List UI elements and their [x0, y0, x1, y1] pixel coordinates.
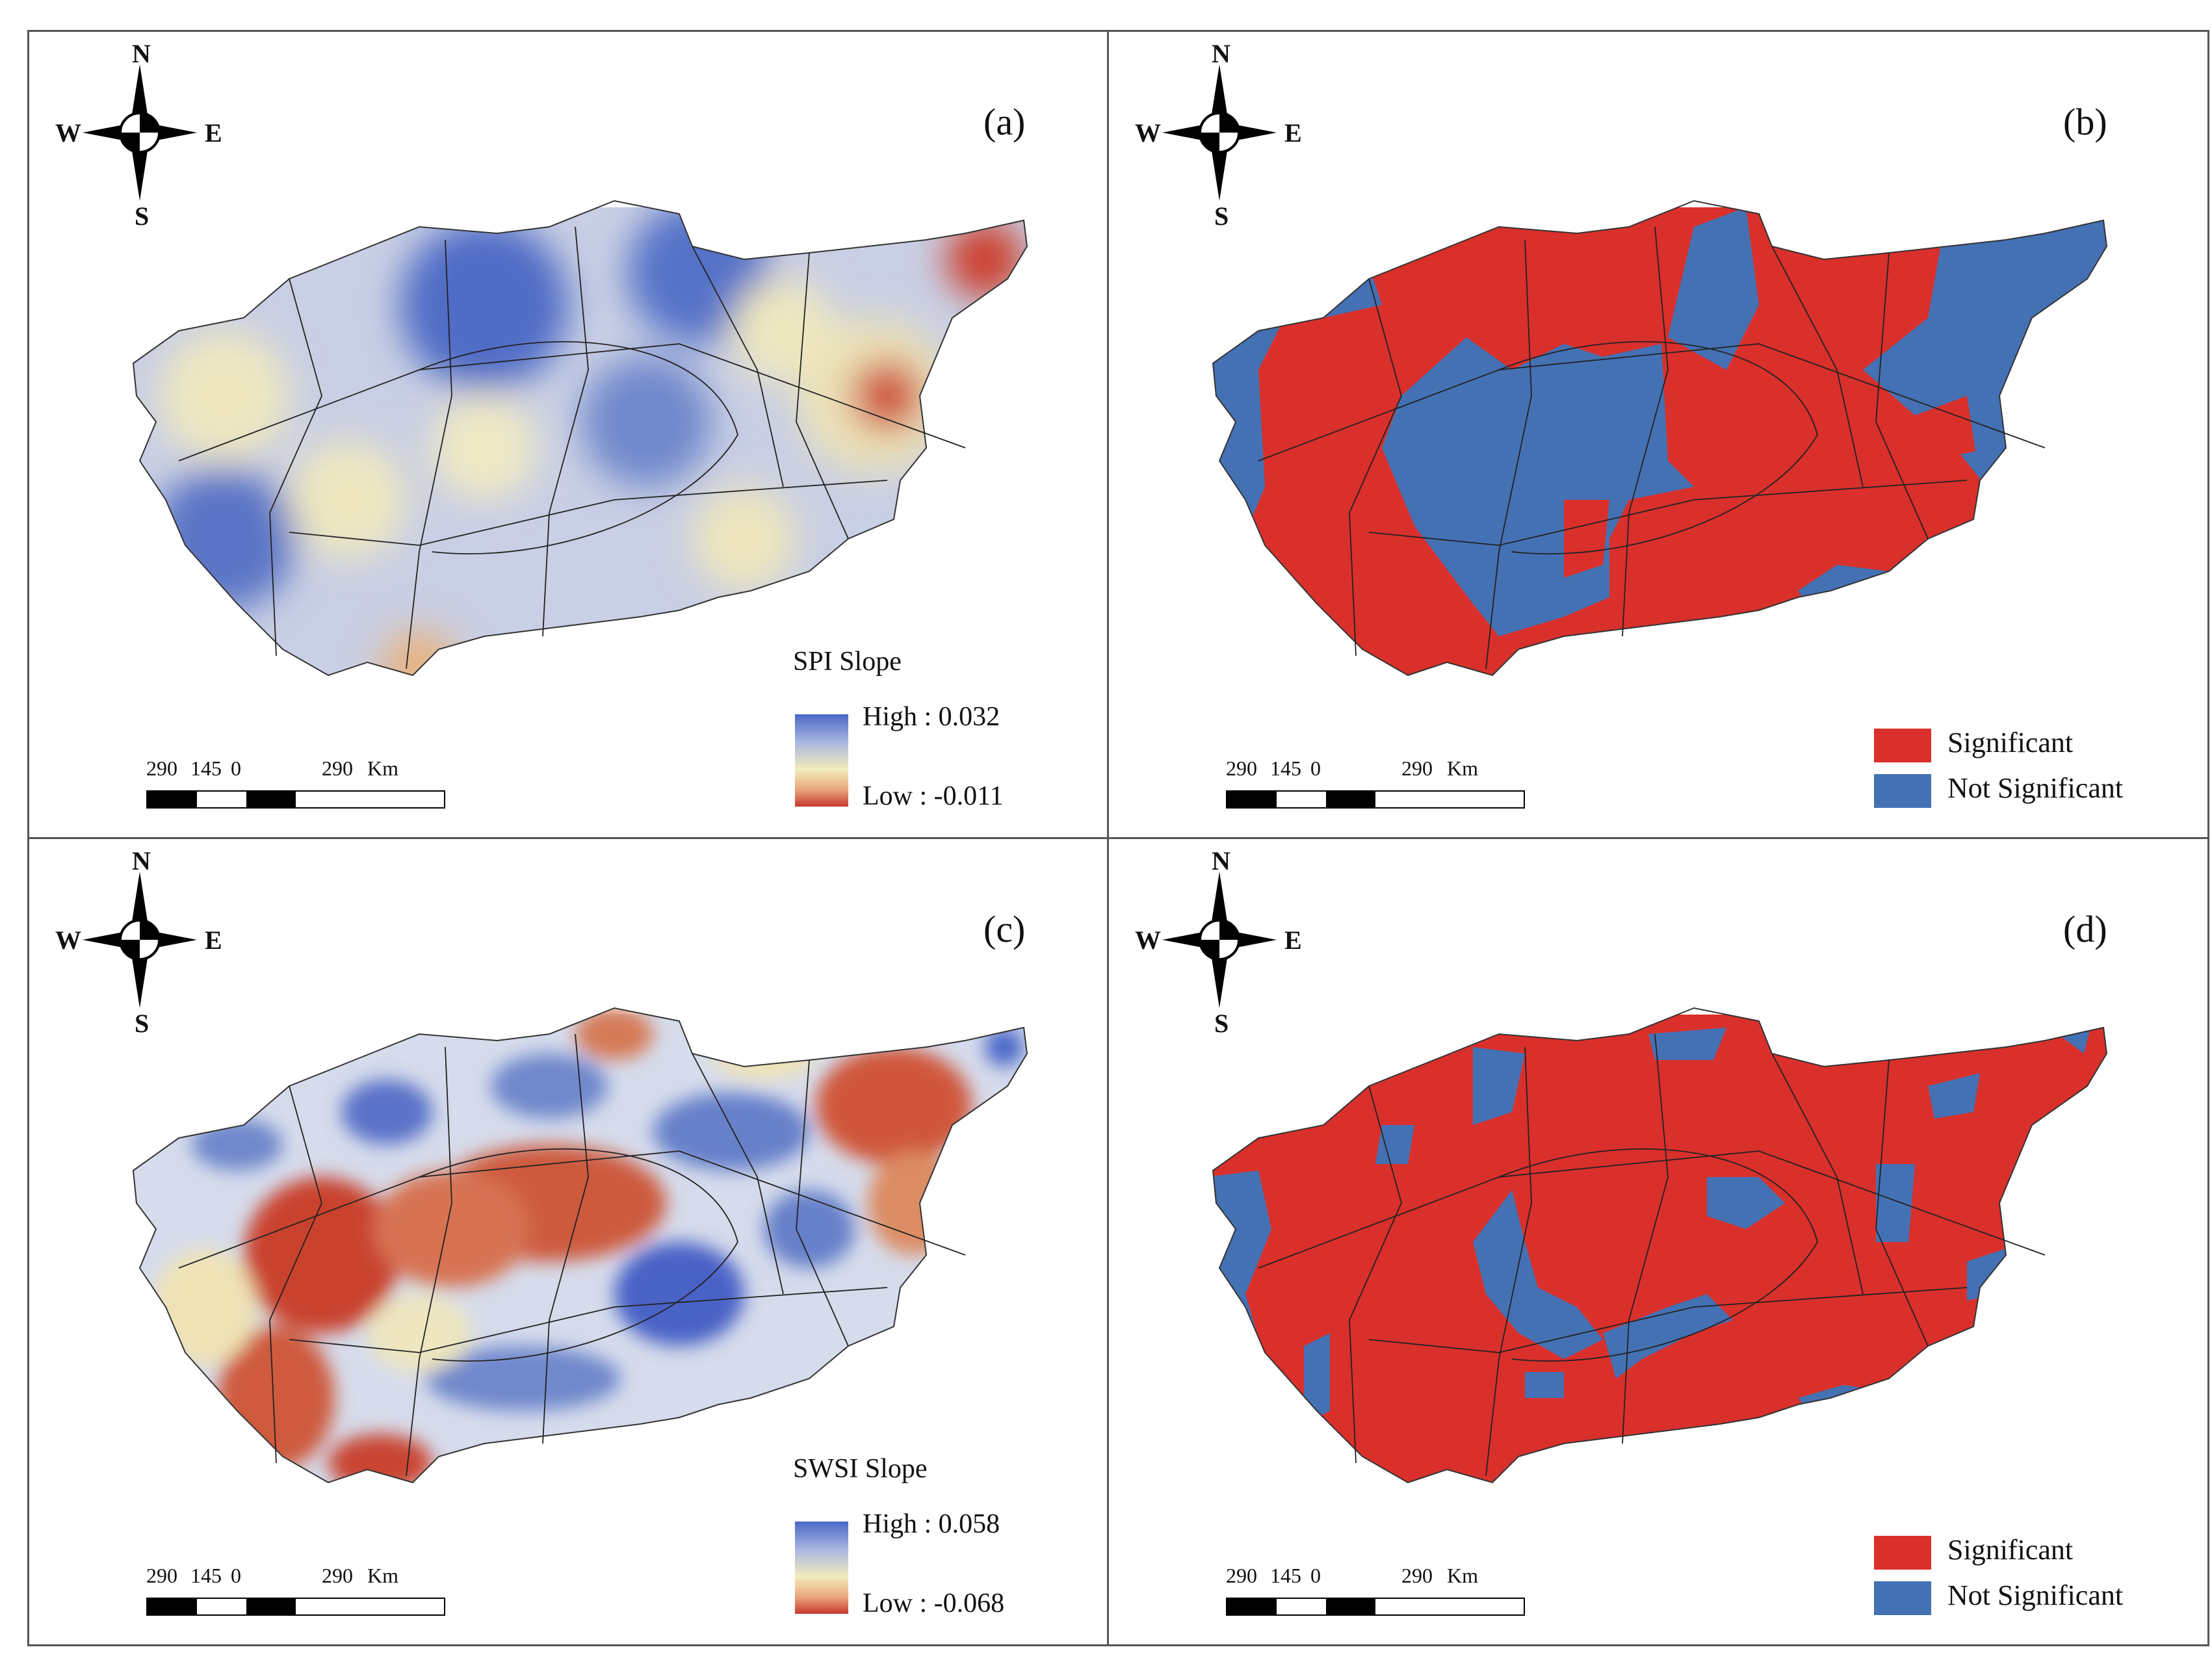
scale-tick: 0 [1310, 1564, 1321, 1587]
compass-rose-icon [83, 64, 197, 201]
compass-e: E [1284, 926, 1302, 955]
scale-unit: Km [1447, 757, 1478, 780]
legend-significant-label: Significant [1947, 1534, 2074, 1566]
scale-unit: Km [1447, 1564, 1478, 1587]
scale-tick: 290 [1401, 1564, 1433, 1587]
compass-rose-icon [1162, 872, 1277, 1008]
scale-unit: Km [367, 1564, 398, 1587]
legend-title: SPI Slope [793, 647, 902, 677]
north-arrow-compass: N S W E [1135, 38, 1304, 231]
legend-low-label: Low : -0.068 [863, 1588, 1005, 1618]
swsi-significance-map [1212, 1007, 2107, 1483]
swsi-slope-map [133, 1007, 1028, 1483]
compass-n: N [1212, 39, 1230, 68]
compass-e: E [1284, 118, 1302, 148]
legend-not-significant-label: Not Significant [1947, 772, 2124, 804]
scale-tick: 0 [231, 757, 241, 780]
panel-label: (d) [2063, 908, 2107, 950]
scale-tick: 290 [1226, 1564, 1257, 1587]
legend-title: SWSI Slope [793, 1454, 928, 1484]
panel-label: (b) [2063, 101, 2107, 143]
north-arrow-compass: N S W E [55, 38, 224, 231]
compass-s: S [1214, 201, 1229, 231]
compass-n: N [132, 846, 151, 875]
compass-e: E [205, 926, 222, 955]
scale-tick: 290 [1226, 757, 1257, 780]
scale-bar-graphic [1226, 1598, 1525, 1616]
scale-tick: 290 [146, 757, 177, 780]
legend-high-label: High : 0.058 [863, 1509, 1000, 1539]
legend-color-ramp [795, 714, 848, 807]
scale-bar-graphic [146, 790, 445, 809]
scale-tick: 0 [231, 1564, 241, 1587]
compass-w: W [55, 118, 81, 148]
legend-not-significant-swatch [1874, 774, 1931, 808]
legend-significant-swatch [1874, 729, 1931, 762]
scale-bar: 290 145 0 290 Km [1226, 757, 1551, 815]
north-arrow-compass: N S W E [1135, 846, 1304, 1038]
compass-rose-icon [1162, 64, 1277, 201]
spi-significance-map [1212, 200, 2107, 676]
compass-s: S [135, 201, 150, 231]
scale-tick: 145 [1270, 757, 1301, 780]
panel-d: N S W E (d) 290 145 0 290 Km Significant… [1107, 837, 2209, 1646]
legend-not-significant-swatch [1874, 1581, 1931, 1615]
scale-bar: 290 145 0 290 Km [1226, 1564, 1551, 1622]
compass-w: W [55, 926, 81, 955]
panel-label: (c) [983, 908, 1026, 950]
compass-n: N [132, 39, 151, 68]
scale-tick: 0 [1310, 757, 1321, 780]
scale-tick: 145 [190, 757, 222, 780]
panel-c: N S W E (c) 290 145 0 290 Km SWSI Slope … [27, 837, 1130, 1646]
legend-not-significant-label: Not Significant [1947, 1579, 2124, 1611]
scale-tick: 290 [322, 1564, 353, 1587]
scale-tick: 145 [1270, 1564, 1301, 1587]
compass-w: W [1135, 118, 1161, 148]
north-arrow-compass: N S W E [55, 846, 224, 1038]
legend-color-ramp [795, 1522, 848, 1614]
compass-n: N [1212, 846, 1230, 875]
panel-a: N S W E (a) 290 145 0 290 Km SPI Slope H… [27, 30, 1130, 839]
scale-tick: 145 [190, 1564, 222, 1587]
scale-tick: 290 [1401, 757, 1433, 780]
scale-tick: 290 [322, 757, 353, 780]
scale-bar-graphic [146, 1598, 445, 1616]
compass-s: S [1214, 1009, 1229, 1038]
compass-w: W [1135, 926, 1161, 955]
legend-significant-swatch [1874, 1536, 1931, 1570]
legend-high-label: High : 0.032 [863, 702, 1000, 732]
scale-unit: Km [367, 757, 398, 780]
legend-low-label: Low : -0.011 [863, 781, 1004, 811]
panel-label: (a) [983, 101, 1026, 143]
scale-bar: 290 145 0 290 Km [146, 757, 471, 815]
panel-b: N S W E (b) 290 145 0 290 Km Significant… [1107, 30, 2209, 839]
scale-bar-graphic [1226, 790, 1525, 809]
legend-significant-label: Significant [1947, 727, 2074, 758]
compass-e: E [205, 118, 222, 148]
compass-rose-icon [83, 872, 197, 1008]
scale-bar: 290 145 0 290 Km [146, 1564, 471, 1622]
compass-s: S [135, 1009, 150, 1038]
spi-slope-map [133, 200, 1028, 676]
scale-tick: 290 [146, 1564, 177, 1587]
